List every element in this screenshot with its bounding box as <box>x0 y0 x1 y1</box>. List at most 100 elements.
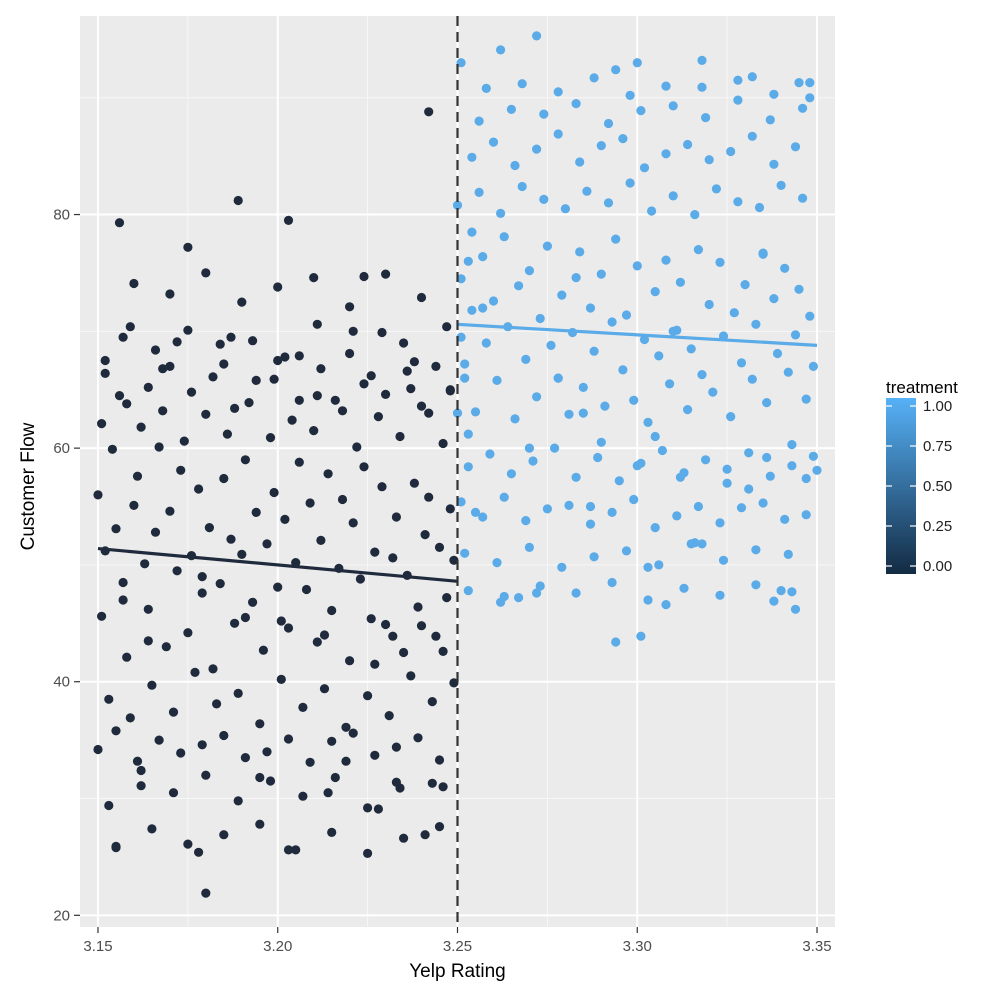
data-point <box>230 618 240 628</box>
data-point <box>790 330 801 340</box>
data-point <box>129 278 139 289</box>
data-point <box>406 384 416 394</box>
data-point <box>589 346 599 356</box>
data-point <box>701 113 711 123</box>
data-point <box>230 403 240 413</box>
data-point <box>233 796 243 806</box>
data-point <box>312 637 322 647</box>
data-point <box>219 359 229 369</box>
data-point <box>438 782 448 792</box>
data-point <box>470 407 481 417</box>
data-point <box>600 401 610 411</box>
data-point <box>283 845 294 855</box>
data-point <box>442 593 452 603</box>
data-point <box>765 115 775 125</box>
data-point <box>316 364 326 374</box>
fit-line <box>457 322 818 347</box>
data-point <box>233 195 243 206</box>
data-point <box>744 448 754 458</box>
data-point <box>359 379 369 389</box>
data-point <box>668 101 678 111</box>
data-point <box>373 412 383 422</box>
data-point <box>679 583 689 593</box>
data-point <box>381 619 391 630</box>
data-point <box>255 719 265 729</box>
data-point <box>654 351 664 361</box>
data-point <box>722 464 732 474</box>
data-point <box>118 577 128 588</box>
data-point <box>269 487 279 498</box>
data-point <box>463 586 473 596</box>
data-point <box>704 299 714 310</box>
data-point <box>747 131 757 141</box>
data-point <box>449 678 459 688</box>
fit-lines <box>97 322 818 583</box>
data-point <box>740 280 750 290</box>
data-point <box>150 527 161 537</box>
data-point <box>215 579 225 589</box>
data-point <box>262 539 272 549</box>
data-point <box>132 471 143 481</box>
data-point <box>280 514 290 525</box>
data-point <box>772 348 783 359</box>
data-point <box>352 442 362 452</box>
data-point <box>621 546 632 556</box>
data-point <box>409 357 419 367</box>
data-point <box>488 137 499 147</box>
data-point <box>197 740 207 750</box>
data-point <box>222 429 232 439</box>
data-point <box>265 776 276 786</box>
data-points <box>93 31 822 898</box>
data-point <box>143 382 153 392</box>
data-point <box>319 630 330 640</box>
data-point <box>104 694 114 704</box>
data-point <box>118 595 128 605</box>
data-point <box>172 337 182 347</box>
data-point <box>366 371 376 381</box>
data-point <box>147 680 157 690</box>
data-point <box>553 129 563 139</box>
data-point <box>467 152 477 162</box>
data-point <box>122 652 132 662</box>
data-point <box>506 469 516 479</box>
data-point <box>467 305 477 315</box>
data-point <box>265 433 276 443</box>
data-point <box>125 322 135 332</box>
data-point <box>165 361 175 371</box>
data-point <box>686 344 696 354</box>
data-point <box>237 549 247 560</box>
data-point <box>190 667 200 678</box>
data-point <box>97 611 107 621</box>
data-point <box>661 600 671 610</box>
data-point <box>136 781 146 791</box>
data-point <box>758 248 768 258</box>
data-point <box>147 824 157 834</box>
legend-label: 0.50 <box>923 478 952 495</box>
data-point <box>478 303 488 313</box>
data-point <box>348 728 358 738</box>
data-point <box>384 711 394 721</box>
data-point <box>751 319 761 329</box>
data-point <box>521 354 531 364</box>
data-point <box>481 338 491 348</box>
data-point <box>801 510 811 520</box>
data-point <box>805 78 815 88</box>
data-point <box>165 289 175 299</box>
data-point <box>208 664 218 674</box>
data-point <box>233 688 243 699</box>
data-point <box>661 149 671 159</box>
data-point <box>733 95 743 105</box>
data-point <box>794 78 804 88</box>
data-point <box>125 713 135 723</box>
data-point <box>226 332 236 342</box>
data-point <box>330 772 340 783</box>
data-point <box>215 339 225 349</box>
data-point <box>312 391 322 401</box>
data-point <box>474 116 484 126</box>
data-point <box>194 847 204 857</box>
data-point <box>122 399 132 409</box>
data-point <box>391 742 401 752</box>
data-point <box>323 788 333 798</box>
data-point <box>370 547 380 557</box>
data-point <box>539 194 549 204</box>
